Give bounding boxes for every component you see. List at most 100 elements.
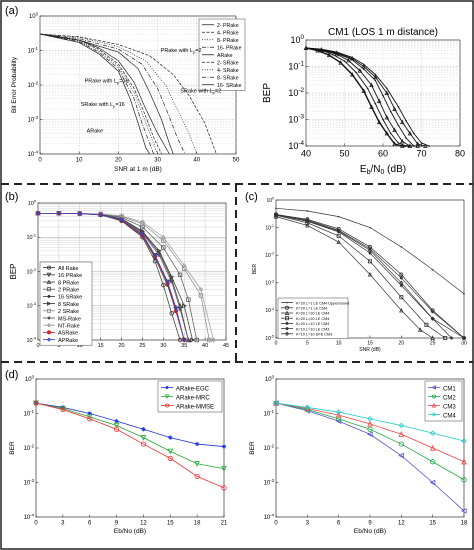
- y-tick-label: 10-4: [288, 140, 304, 151]
- x-tick-label: 80: [455, 149, 465, 159]
- y-tick-label: 10-3: [264, 478, 275, 487]
- x-tick-label: 40: [193, 158, 200, 164]
- data-point: [33, 400, 39, 406]
- y-axis-label: Bit Error Probability: [11, 56, 18, 113]
- data-point: [56, 210, 62, 216]
- x-tick-label: 15: [167, 521, 174, 527]
- chart-b-rake-comparison: 0 5 10 15 20 25 30 35 40 4510-410-310-210-1100BEP…: [9, 199, 229, 349]
- y-tick-label: 10-2: [28, 80, 39, 89]
- legend-marker: [164, 394, 170, 399]
- legend-marker: [47, 316, 51, 320]
- series-line: [275, 402, 465, 463]
- data-point: [337, 215, 340, 218]
- y-tick-label: 10-1: [26, 234, 36, 241]
- series-line: [305, 47, 414, 147]
- x-axis-label: Eb/N0 (dB): [360, 164, 406, 176]
- annotation: PRake with Lp=16: [85, 78, 129, 85]
- y-tick-label: 100: [290, 34, 304, 45]
- y-tick-label-base: 10: [265, 281, 271, 287]
- series-line: [35, 402, 225, 489]
- data-point: [369, 104, 374, 109]
- data-point: [168, 435, 173, 440]
- series-line: [305, 47, 430, 147]
- series-line: [275, 216, 433, 339]
- x-axis-label: Eb/No (dB): [354, 528, 386, 535]
- data-point: [399, 283, 403, 288]
- legend-entry: 8- SRake: [217, 76, 239, 82]
- legend-marker: [46, 272, 52, 278]
- y-tick-label: 10-2: [26, 268, 36, 275]
- legend-entry: 8- PRake: [217, 38, 239, 44]
- y-tick-label-exp: 0: [36, 11, 39, 16]
- x-tick-label: 60: [378, 149, 388, 159]
- y-tick-label-exp: -4: [298, 140, 304, 147]
- annotation: SRake with Lp=16: [81, 102, 125, 109]
- x-tick-label: 45: [223, 343, 229, 349]
- data-point: [305, 218, 310, 223]
- y-tick-label-base: 10: [28, 49, 35, 55]
- data-point: [273, 400, 279, 406]
- y-tick-label: 100: [266, 197, 274, 204]
- data-point: [461, 335, 467, 341]
- legend-entry: 2- SRake: [217, 61, 239, 67]
- data-point: [165, 279, 170, 285]
- data-point: [367, 426, 373, 432]
- legend-entry: K=20 L=1 LE CM4 Upperbound: [296, 301, 349, 305]
- x-tick-label: 12: [140, 521, 147, 527]
- x-tick-label: 30: [160, 343, 166, 349]
- data-point: [361, 64, 366, 69]
- legend-entry: CM4: [443, 413, 456, 419]
- data-point: [275, 207, 277, 210]
- x-tick-label: 10: [76, 158, 83, 164]
- data-point: [182, 303, 187, 309]
- legend-entry: ARake-MMSE: [176, 404, 214, 410]
- legend-entry: 16- SRake: [217, 83, 242, 89]
- annotation-text: =16: [115, 102, 124, 108]
- y-axis-label: BEP: [262, 83, 273, 103]
- data-point: [113, 426, 120, 432]
- panel-label-b: (b): [5, 191, 18, 203]
- annotation-text: SRake with L: [81, 102, 113, 108]
- series-line: [39, 33, 151, 155]
- panel-label-c: (c): [245, 191, 258, 203]
- data-point: [114, 418, 119, 424]
- x-tick-label: 40: [301, 149, 311, 159]
- data-point: [384, 114, 390, 120]
- legend-entry: ARake-EGC: [176, 386, 210, 392]
- annotation-text: ARake: [87, 128, 104, 134]
- data-point: [140, 441, 147, 447]
- y-tick-label-base: 10: [28, 118, 35, 124]
- y-axis-label: BER: [9, 441, 16, 455]
- data-point: [221, 466, 227, 472]
- y-tick-label-exp: -2: [30, 443, 34, 448]
- x-tick-label: 3: [306, 521, 310, 527]
- data-point: [449, 336, 454, 340]
- data-point: [60, 405, 66, 412]
- legend-marker: [286, 301, 288, 304]
- data-point: [87, 416, 93, 422]
- legend-entry: CM1: [443, 386, 456, 392]
- x-tick-label: 10: [336, 341, 342, 347]
- y-tick-label-exp: -2: [271, 252, 274, 256]
- legend-marker: [47, 294, 51, 298]
- y-tick-label-base: 10: [264, 481, 271, 487]
- data-point: [186, 338, 191, 342]
- annotation: PRake with Lp=2: [161, 48, 202, 55]
- legend-marker: [284, 316, 289, 321]
- y-tick-label-base: 10: [265, 336, 271, 342]
- y-tick-label: 10-5: [265, 335, 274, 342]
- data-point: [335, 411, 342, 418]
- legend-entry: K=20 L=20 LE CM4: [296, 312, 329, 316]
- y-tick-label-exp: 0: [32, 374, 35, 379]
- data-point: [113, 422, 120, 429]
- y-tick-label-base: 10: [24, 515, 31, 521]
- y-tick-label-base: 10: [29, 14, 36, 20]
- y-tick-label-exp: -4: [270, 512, 274, 517]
- series-line: [39, 33, 158, 155]
- data-point: [274, 212, 278, 217]
